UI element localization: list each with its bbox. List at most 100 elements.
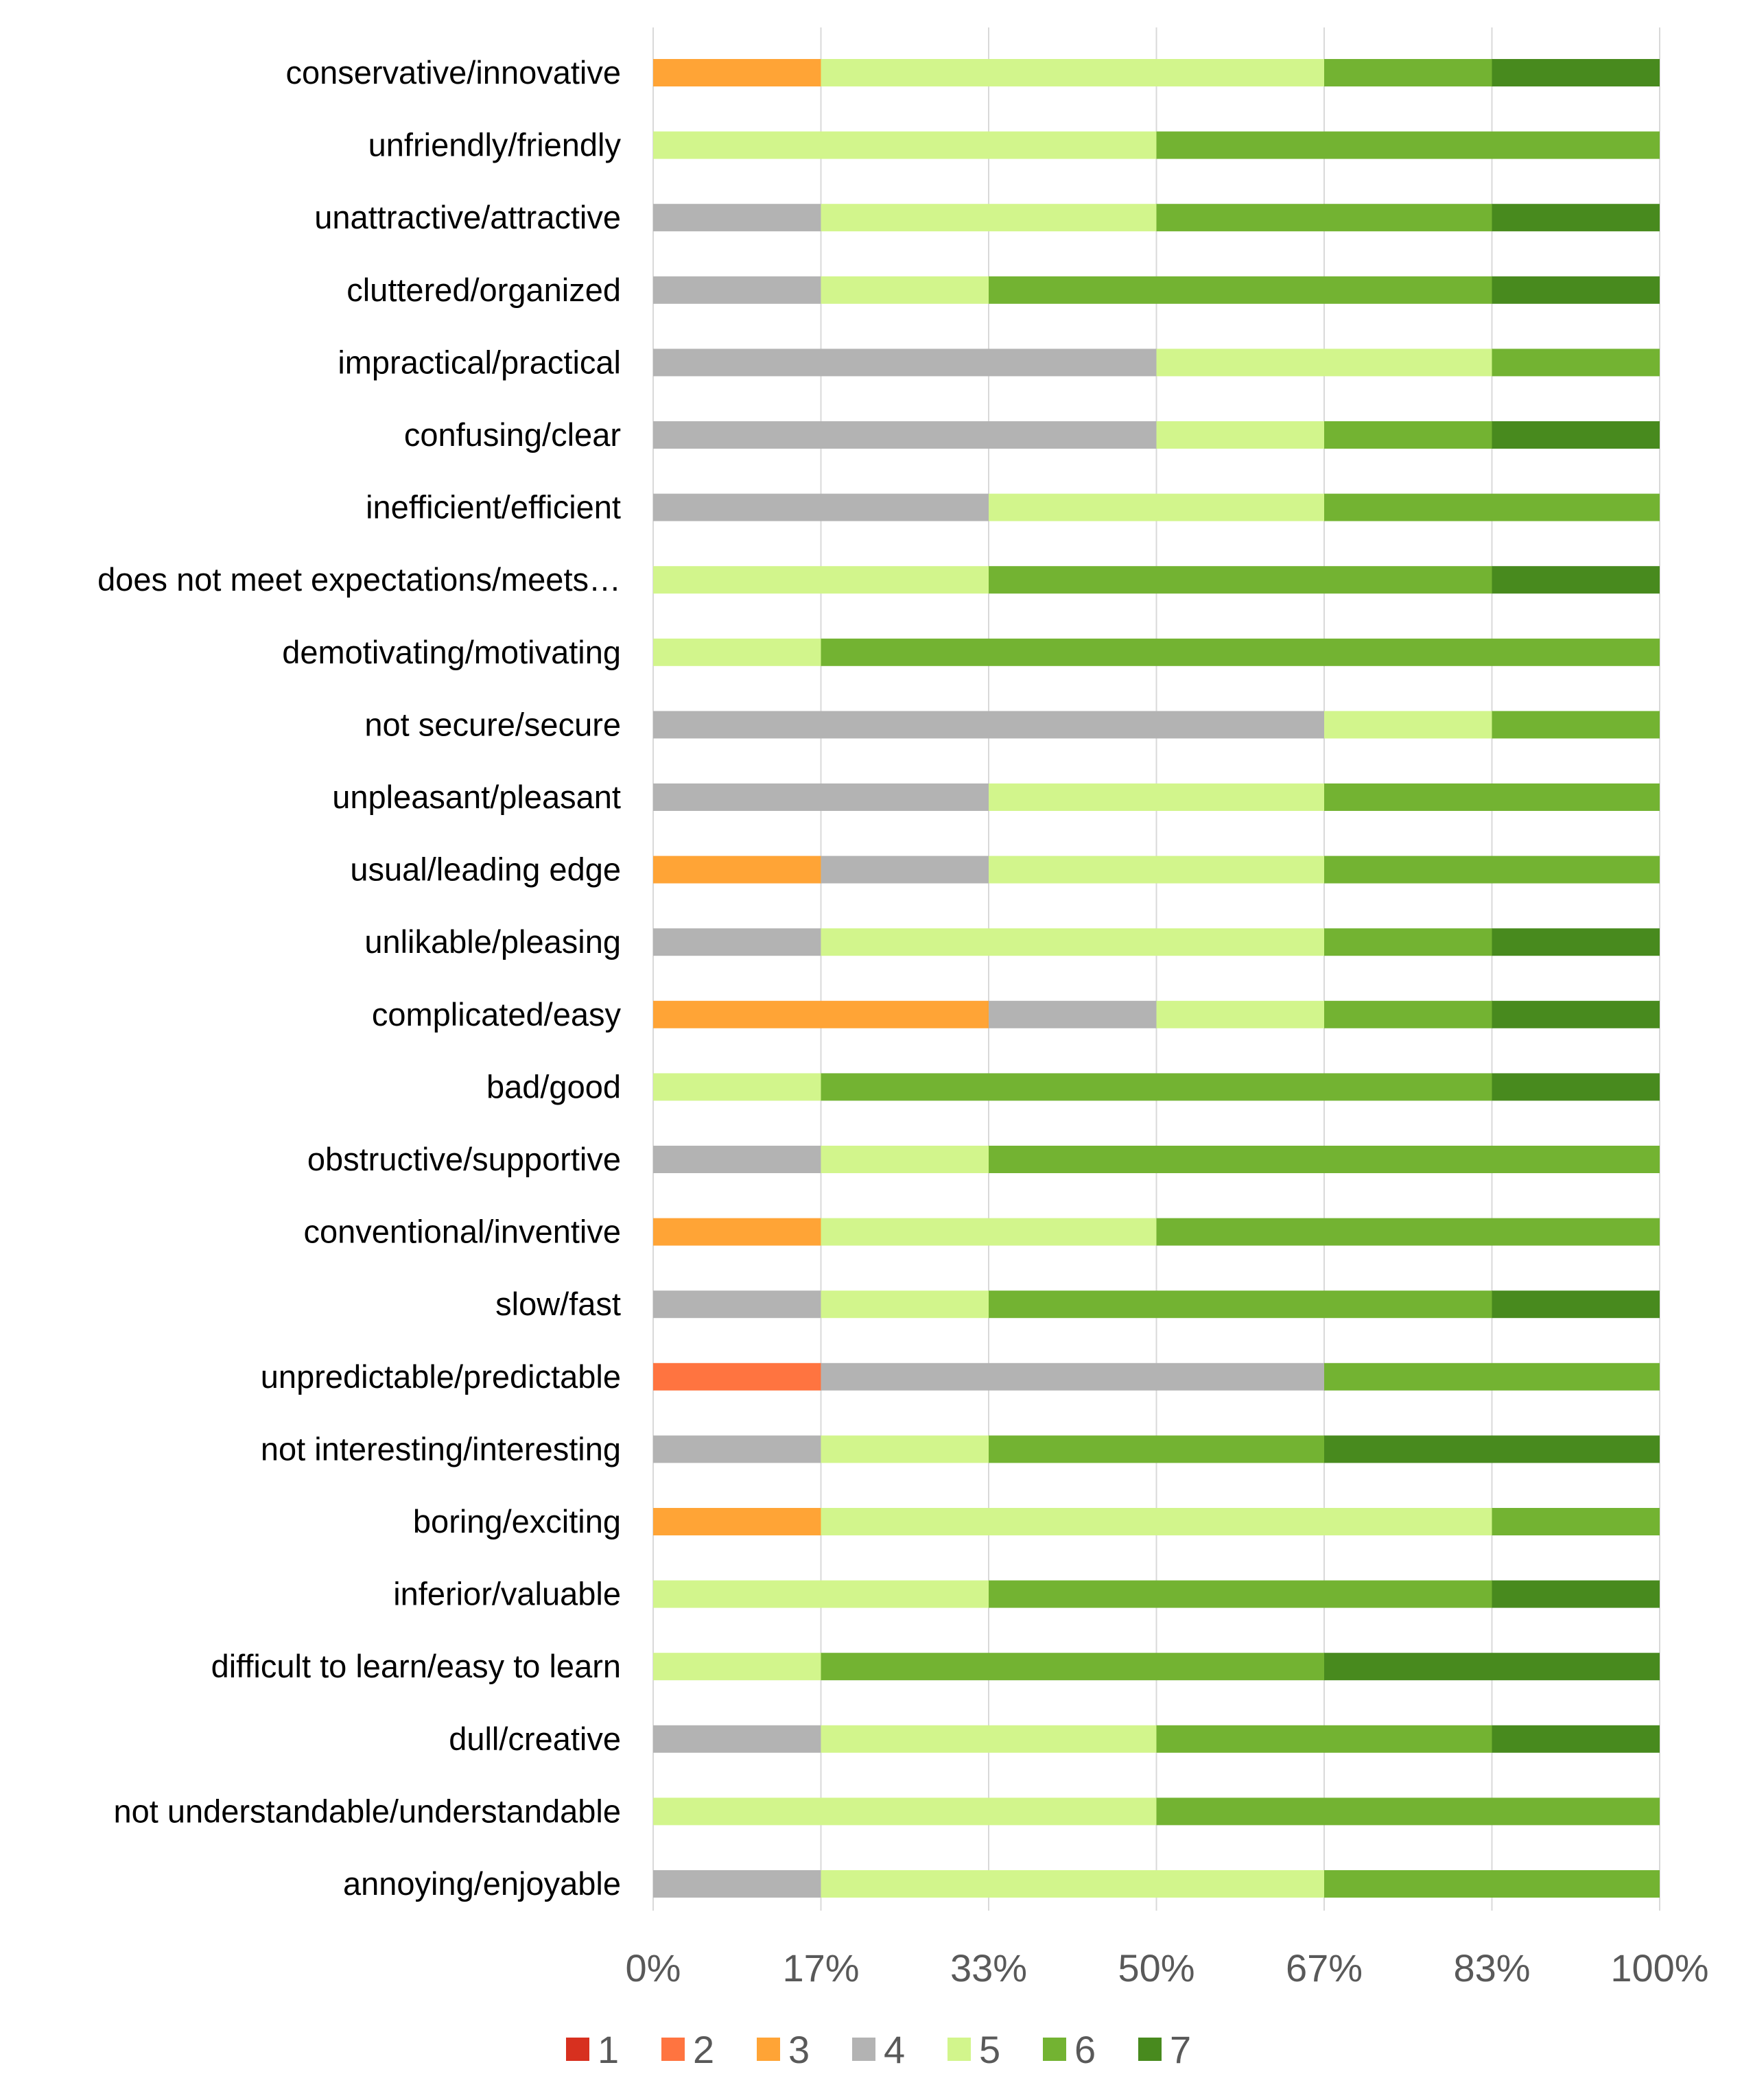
bar-segment-6 bbox=[1324, 421, 1492, 449]
x-tick-label: 50% bbox=[1118, 1946, 1194, 1990]
x-tick-labels: 0% 17% 33% 50% 67% 83% 100% bbox=[626, 1946, 1709, 1990]
category-label: not understandable/understandable bbox=[113, 1793, 621, 1829]
legend-label-1: 1 bbox=[598, 2028, 619, 2071]
category-label: confusing/clear bbox=[404, 416, 621, 453]
legend-swatch-3 bbox=[757, 2038, 780, 2061]
category-label: impractical/practical bbox=[338, 344, 621, 380]
legend-label-7: 7 bbox=[1170, 2028, 1191, 2071]
bar-segment-7 bbox=[1324, 1435, 1660, 1463]
category-label: inefficient/efficient bbox=[366, 489, 621, 526]
bar-segment-6 bbox=[821, 638, 1660, 666]
bar-segment-5 bbox=[821, 1508, 1492, 1535]
bar-segment-5 bbox=[653, 638, 821, 666]
category-label: conventional/inventive bbox=[304, 1214, 621, 1250]
category-label: inferior/valuable bbox=[393, 1576, 621, 1612]
bar-segment-4 bbox=[653, 493, 989, 521]
bar-segment-7 bbox=[1492, 1000, 1660, 1028]
x-tick-label: 0% bbox=[626, 1946, 681, 1990]
bar-segment-7 bbox=[1324, 1653, 1660, 1681]
category-label: complicated/easy bbox=[372, 996, 622, 1033]
bar-segment-6 bbox=[989, 566, 1492, 594]
bar-segment-6 bbox=[1492, 349, 1660, 377]
x-tick-label: 100% bbox=[1610, 1946, 1708, 1990]
bar-segment-4 bbox=[989, 1000, 1157, 1028]
bar-segment-3 bbox=[653, 1000, 989, 1028]
category-label: unlikable/pleasing bbox=[364, 923, 621, 960]
bar-segment-5 bbox=[653, 1797, 1157, 1826]
bar-segment-7 bbox=[1492, 59, 1660, 86]
category-label: demotivating/motivating bbox=[282, 634, 621, 670]
bar-segment-6 bbox=[989, 276, 1492, 304]
bar-segment-7 bbox=[1492, 1290, 1660, 1319]
bar-segment-7 bbox=[1492, 566, 1660, 594]
category-label: not interesting/interesting bbox=[261, 1430, 621, 1467]
legend-label-5: 5 bbox=[979, 2028, 1000, 2071]
bar-segment-3 bbox=[653, 59, 821, 86]
bar-segment-5 bbox=[821, 59, 1324, 86]
bar-segment-4 bbox=[653, 1435, 821, 1463]
bar-segment-6 bbox=[989, 1290, 1492, 1319]
bar-segment-5 bbox=[1156, 421, 1324, 449]
bar-segment-5 bbox=[653, 1073, 821, 1101]
bar-segment-5 bbox=[653, 566, 989, 594]
category-label: dull/creative bbox=[449, 1721, 621, 1757]
bar-segment-4 bbox=[653, 1725, 821, 1753]
bar-segment-6 bbox=[1324, 1362, 1660, 1391]
bar-segment-5 bbox=[653, 1580, 989, 1608]
bar-segment-4 bbox=[653, 1290, 821, 1319]
bar-segment-5 bbox=[653, 131, 1157, 159]
category-label: bad/good bbox=[486, 1068, 621, 1105]
bar-segment-4 bbox=[653, 928, 821, 956]
bar-segment-4 bbox=[821, 1362, 1324, 1391]
bar-segment-6 bbox=[1324, 928, 1492, 956]
bar-segment-7 bbox=[1492, 928, 1660, 956]
x-tick-label: 17% bbox=[782, 1946, 859, 1990]
bar-segment-5 bbox=[821, 1870, 1324, 1898]
bar-segment-5 bbox=[1324, 711, 1492, 739]
bar-segment-7 bbox=[1492, 1725, 1660, 1753]
legend-swatch-7 bbox=[1138, 2038, 1162, 2061]
bar-segment-6 bbox=[1324, 493, 1660, 521]
category-label: not secure/secure bbox=[364, 706, 621, 742]
bar-segment-6 bbox=[989, 1435, 1324, 1463]
bar-segment-5 bbox=[821, 204, 1157, 232]
bar-segment-5 bbox=[989, 493, 1324, 521]
legend-swatch-6 bbox=[1043, 2038, 1066, 2061]
bars bbox=[653, 59, 1660, 1898]
bar-segment-6 bbox=[1324, 856, 1660, 884]
category-labels: conservative/innovative unfriendly/friend… bbox=[97, 54, 621, 1902]
x-tick-label: 83% bbox=[1453, 1946, 1530, 1990]
bar-segment-6 bbox=[1324, 783, 1660, 811]
bar-segment-7 bbox=[1492, 276, 1660, 304]
bar-segment-5 bbox=[653, 1653, 821, 1681]
bar-segment-5 bbox=[821, 1146, 989, 1173]
bar-segment-5 bbox=[821, 928, 1324, 956]
legend-swatch-2 bbox=[661, 2038, 685, 2061]
legend-label-3: 3 bbox=[788, 2028, 810, 2071]
legend-swatch-5 bbox=[947, 2038, 971, 2061]
bar-segment-6 bbox=[1324, 59, 1492, 86]
bar-segment-5 bbox=[1156, 1000, 1324, 1028]
category-label: conservative/innovative bbox=[285, 54, 621, 91]
bar-segment-6 bbox=[1156, 131, 1660, 159]
legend: 1 2 3 4 5 6 7 bbox=[566, 2028, 1191, 2071]
bar-segment-6 bbox=[1156, 1218, 1660, 1246]
gridlines bbox=[652, 27, 1660, 1911]
bar-segment-6 bbox=[1156, 204, 1492, 232]
bar-segment-6 bbox=[989, 1146, 1660, 1173]
category-label: usual/leading edge bbox=[350, 851, 621, 888]
bar-segment-4 bbox=[653, 1870, 821, 1898]
bar-segment-4 bbox=[653, 349, 1157, 377]
bar-segment-7 bbox=[1492, 1580, 1660, 1608]
category-label: cluttered/organized bbox=[346, 272, 621, 308]
bar-segment-5 bbox=[989, 783, 1324, 811]
bar-segment-5 bbox=[821, 1725, 1157, 1753]
bar-segment-4 bbox=[653, 1146, 821, 1173]
bar-segment-4 bbox=[653, 783, 989, 811]
legend-label-6: 6 bbox=[1074, 2028, 1096, 2071]
category-label: difficult to learn/easy to learn bbox=[211, 1648, 621, 1684]
legend-label-4: 4 bbox=[884, 2028, 905, 2071]
bar-segment-3 bbox=[653, 1508, 821, 1535]
